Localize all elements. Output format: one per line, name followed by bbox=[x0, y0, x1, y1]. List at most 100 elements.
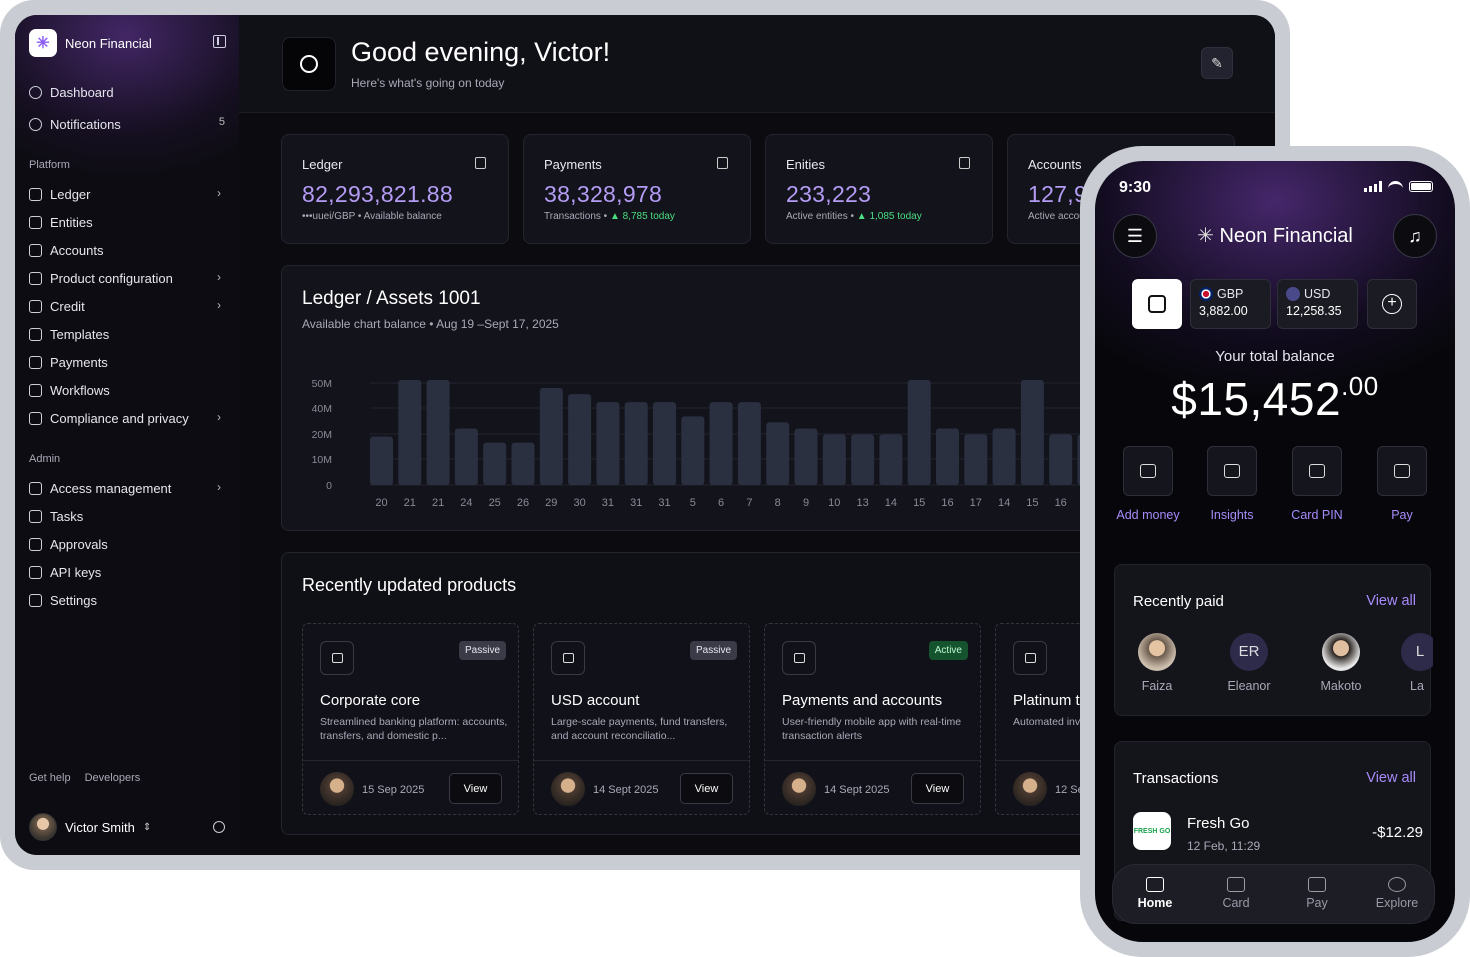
phone-brand: Neon Financial bbox=[1219, 225, 1353, 247]
nav-icon bbox=[29, 327, 42, 341]
sidebar-item-api-keys[interactable]: API keys bbox=[29, 561, 229, 583]
sidebar-item-templates[interactable]: Templates bbox=[29, 323, 229, 345]
user-menu[interactable]: Victor Smith ⇕ bbox=[29, 813, 151, 841]
chart-bar[interactable] bbox=[624, 402, 648, 485]
chart-bar[interactable] bbox=[398, 379, 422, 485]
stat-card-entities[interactable]: Enities 233,223 Active entities • ▲ 1,08… bbox=[765, 134, 993, 244]
collapse-sidebar-icon[interactable] bbox=[213, 35, 226, 48]
phone-title: ✳ Neon Financial bbox=[1095, 223, 1455, 248]
chart-subtitle: Available chart balance • Aug 19 –Sept 1… bbox=[302, 317, 559, 331]
platform-section-label: Platform bbox=[29, 159, 70, 171]
sidebar-item-tasks[interactable]: Tasks bbox=[29, 505, 229, 527]
brand[interactable]: ✳ Neon Financial bbox=[29, 29, 152, 57]
chart-bar[interactable] bbox=[992, 428, 1016, 485]
stat-value: 233,223 bbox=[786, 181, 872, 207]
add-currency-button[interactable]: + bbox=[1367, 279, 1417, 329]
add-money-button[interactable]: Add money bbox=[1110, 446, 1186, 522]
chart-bar[interactable] bbox=[766, 422, 790, 485]
edit-button[interactable]: ✎ bbox=[1201, 47, 1233, 79]
total-balance-main: $15,452 bbox=[1171, 373, 1342, 425]
product-card[interactable]: Active Payments and accounts User-friendly… bbox=[764, 623, 981, 815]
recent-person[interactable]: Faiza bbox=[1122, 633, 1192, 693]
notifications-button[interactable]: ♫ bbox=[1393, 214, 1437, 258]
nav-icon bbox=[29, 271, 42, 285]
chart-bar[interactable] bbox=[1049, 434, 1073, 486]
currency-gbp[interactable]: GBP 3,882.00 bbox=[1190, 279, 1271, 329]
chart-bar[interactable] bbox=[851, 434, 875, 486]
sidebar-item-accounts[interactable]: Accounts bbox=[29, 239, 229, 261]
stat-sub-text: Active entities • bbox=[786, 211, 857, 222]
sidebar-item-credit[interactable]: Credit › bbox=[29, 295, 229, 317]
chart-bar[interactable] bbox=[596, 402, 620, 485]
theme-toggle-icon[interactable] bbox=[213, 821, 225, 833]
chart-bar[interactable] bbox=[794, 428, 818, 485]
get-help-link[interactable]: Get help bbox=[29, 772, 71, 784]
view-all-link[interactable]: View all bbox=[1366, 770, 1416, 786]
recent-person[interactable]: Makoto bbox=[1306, 633, 1376, 693]
chart-bar[interactable] bbox=[426, 379, 450, 485]
x-tick-label: 14 bbox=[885, 497, 897, 509]
y-tick-label: 0 bbox=[326, 480, 332, 492]
tab-card[interactable]: Card bbox=[1201, 877, 1271, 910]
sidebar-item-approvals[interactable]: Approvals bbox=[29, 533, 229, 555]
chart-bar[interactable] bbox=[964, 434, 988, 486]
chart-bar[interactable] bbox=[370, 436, 393, 485]
view-button[interactable]: View bbox=[680, 773, 733, 804]
page-title: Good evening, Victor! bbox=[351, 37, 611, 67]
pay-button[interactable]: Pay bbox=[1364, 446, 1440, 522]
chart-bar[interactable] bbox=[653, 402, 676, 485]
phone-screen: 9:30 ☰ ✳ Neon Financial ♫ GBP 3,882.00 U… bbox=[1095, 161, 1455, 942]
view-button[interactable]: View bbox=[449, 773, 502, 804]
status-badge: Active bbox=[928, 641, 968, 660]
view-button[interactable]: View bbox=[911, 773, 964, 804]
sidebar-item-dashboard[interactable]: Dashboard bbox=[29, 81, 229, 103]
chart-bar[interactable] bbox=[454, 428, 478, 485]
chart-bar[interactable] bbox=[681, 416, 705, 485]
developers-link[interactable]: Developers bbox=[84, 772, 141, 784]
sidebar-item-payments[interactable]: Payments bbox=[29, 351, 229, 373]
chart-bar[interactable] bbox=[568, 394, 592, 485]
product-description: Large-scale payments, fund transfers, an… bbox=[551, 716, 728, 742]
sidebar-item-settings[interactable]: Settings bbox=[29, 589, 229, 611]
wallet-button[interactable] bbox=[1132, 279, 1182, 329]
menu-button[interactable]: ☰ bbox=[1113, 214, 1157, 258]
chart-bar[interactable] bbox=[709, 402, 733, 485]
chart-bar[interactable] bbox=[483, 442, 507, 485]
currency-usd[interactable]: USD 12,258.35 bbox=[1277, 279, 1358, 329]
bottom-tab-bar: Home Card Pay Explore bbox=[1112, 864, 1435, 924]
sidebar-item-entities[interactable]: Entities bbox=[29, 211, 229, 233]
card-icon bbox=[1309, 464, 1325, 478]
wallet-icon bbox=[1148, 295, 1166, 313]
stat-card-ledger[interactable]: Ledger 82,293,821.88 •••uuei/GBP • Avail… bbox=[281, 134, 509, 244]
view-all-link[interactable]: View all bbox=[1366, 593, 1416, 609]
chart-bar[interactable] bbox=[936, 428, 959, 485]
sidebar-item-notifications[interactable]: Notifications 5 bbox=[29, 113, 229, 135]
stat-card-payments[interactable]: Payments 38,328,978 Transactions • ▲ 8,7… bbox=[523, 134, 751, 244]
sidebar-item-ledger[interactable]: Ledger › bbox=[29, 183, 229, 205]
recent-person[interactable]: ER Eleanor bbox=[1214, 633, 1284, 693]
stat-label: Enities bbox=[786, 157, 826, 172]
chart-bar[interactable] bbox=[511, 442, 535, 485]
card-pin-button[interactable]: Card PIN bbox=[1279, 446, 1355, 522]
product-card[interactable]: Passive USD account Large-scale payments, … bbox=[533, 623, 750, 815]
chart-bar[interactable] bbox=[879, 434, 903, 486]
product-description: Streamlined banking platform: accounts, … bbox=[320, 716, 508, 742]
recent-person[interactable]: L La bbox=[1393, 633, 1433, 693]
chart-bar[interactable] bbox=[1020, 379, 1044, 485]
tab-pay[interactable]: Pay bbox=[1282, 877, 1352, 910]
sidebar-item-product-configuration[interactable]: Product configuration › bbox=[29, 267, 229, 289]
chart-bar[interactable] bbox=[822, 434, 846, 486]
insights-button[interactable]: Insights bbox=[1194, 446, 1270, 522]
fresh-go-logo: FRESH GO bbox=[1133, 812, 1171, 850]
sidebar-item-workflows[interactable]: Workflows bbox=[29, 379, 229, 401]
transaction-row[interactable]: FRESH GO Fresh Go 12 Feb, 11:29 -$12.29 bbox=[1133, 812, 1423, 853]
chart-bar[interactable] bbox=[907, 379, 931, 485]
sidebar-item-compliance-and-privacy[interactable]: Compliance and privacy › bbox=[29, 407, 229, 429]
tab-home[interactable]: Home bbox=[1120, 877, 1190, 910]
action-label: Insights bbox=[1210, 508, 1254, 522]
chart-bar[interactable] bbox=[539, 388, 563, 485]
chart-bar[interactable] bbox=[737, 402, 761, 485]
tab-explore[interactable]: Explore bbox=[1362, 877, 1432, 910]
product-card[interactable]: Passive Corporate core Streamlined banking… bbox=[302, 623, 519, 815]
sidebar-item-access-management[interactable]: Access management › bbox=[29, 477, 229, 499]
